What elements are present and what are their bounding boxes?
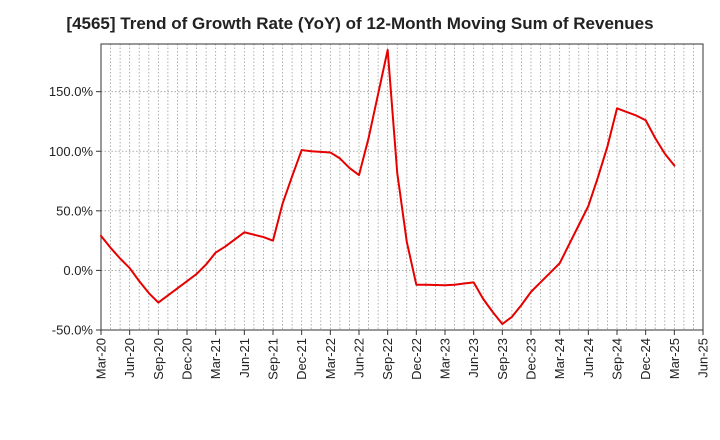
plot-frame (100, 43, 704, 331)
y-tick-label: 100.0% (49, 144, 94, 159)
x-tick-label: Sep-20 (151, 338, 166, 380)
x-tick-label: Mar-24 (552, 338, 567, 379)
x-tick-label: Mar-23 (438, 338, 453, 379)
x-tick-label: Mar-21 (208, 338, 223, 379)
x-tick-label: Jun-21 (237, 338, 252, 378)
x-tick-label: Dec-20 (180, 338, 195, 380)
x-tick-label: Sep-24 (610, 338, 625, 380)
x-tick-label: Sep-22 (380, 338, 395, 380)
x-tick-label: Jun-24 (581, 338, 596, 378)
growth-rate-line (100, 48, 676, 326)
y-tick-label: 50.0% (56, 203, 93, 218)
x-tick-label: Dec-22 (409, 338, 424, 380)
x-tick-label: Jun-20 (122, 338, 137, 378)
chart-title: [4565] Trend of Growth Rate (YoY) of 12-… (66, 14, 654, 33)
x-tick-label: Jun-25 (696, 338, 711, 378)
x-tick-label: Dec-21 (294, 338, 309, 380)
x-tick-label: Dec-23 (524, 338, 539, 380)
x-tick-label: Mar-20 (94, 338, 109, 379)
y-tick-label: 150.0% (49, 84, 94, 99)
y-tick-label: -50.0% (52, 323, 94, 338)
y-tick-label: 0.0% (63, 263, 93, 278)
x-tick-label: Jun-22 (352, 338, 367, 378)
x-tick-label: Mar-25 (667, 338, 682, 379)
x-tick-label: Mar-22 (323, 338, 338, 379)
x-tick-label: Sep-21 (266, 338, 281, 380)
x-tick-label: Jun-23 (466, 338, 481, 378)
x-tick-label: Dec-24 (638, 338, 653, 380)
x-tick-label: Sep-23 (495, 338, 510, 380)
